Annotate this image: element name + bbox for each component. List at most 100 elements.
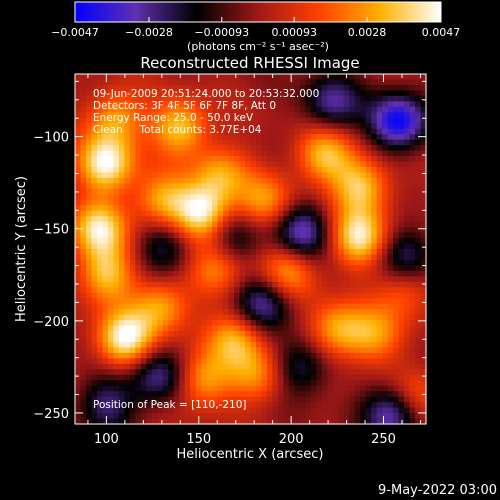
heatmap-cell: [190, 194, 197, 201]
heatmap-cell: [157, 413, 164, 420]
heatmap-cell: [376, 336, 383, 343]
heatmap-cell: [118, 358, 125, 365]
heatmap-cell: [217, 139, 224, 146]
heatmap-cell: [305, 254, 312, 261]
heatmap-cell: [234, 205, 241, 212]
heatmap-cell: [85, 374, 93, 381]
heatmap-cell: [140, 347, 147, 354]
y-axis-tick-label: −250: [33, 407, 69, 422]
heatmap-cell: [228, 276, 235, 283]
heatmap-cell: [294, 145, 301, 152]
heatmap-cell: [129, 238, 136, 245]
heatmap-cell: [365, 413, 372, 420]
heatmap-cell: [190, 210, 197, 217]
heatmap-cell: [310, 123, 317, 130]
heatmap-cell: [404, 265, 411, 272]
heatmap-cell: [277, 265, 284, 272]
heatmap-cell: [239, 249, 246, 256]
heatmap-cell: [354, 249, 361, 256]
heatmap-cell: [404, 101, 411, 108]
heatmap-cell: [228, 221, 235, 228]
heatmap-cell: [157, 331, 164, 338]
heatmap-cell: [91, 320, 98, 327]
heatmap-cell: [393, 238, 400, 245]
heatmap-cell: [338, 156, 345, 163]
heatmap-cell: [146, 177, 153, 184]
heatmap-cell: [168, 172, 175, 179]
heatmap-cell: [80, 396, 87, 403]
heatmap-cell: [332, 270, 339, 277]
heatmap-cell: [404, 341, 411, 349]
heatmap-cell: [179, 101, 186, 108]
heatmap-cell: [234, 385, 241, 392]
heatmap-cell: [239, 336, 246, 343]
heatmap-cell: [404, 391, 411, 398]
heatmap-cell: [75, 298, 82, 305]
heatmap-cell: [371, 161, 378, 168]
heatmap-cell: [129, 194, 136, 201]
heatmap-cell: [113, 418, 120, 425]
heatmap-cell: [316, 101, 323, 108]
heatmap-cell: [107, 265, 114, 272]
heatmap-cell: [212, 123, 219, 130]
heatmap-cell: [371, 363, 378, 370]
heatmap-cell: [343, 156, 350, 163]
heatmap-cell: [146, 156, 153, 163]
heatmap-cell: [184, 227, 191, 234]
heatmap-cell: [415, 265, 422, 272]
heatmap-cell: [157, 276, 164, 283]
heatmap-cell: [409, 205, 416, 212]
heatmap-cell: [409, 363, 416, 370]
heatmap-cell: [327, 95, 334, 102]
heatmap-cell: [382, 238, 389, 245]
heatmap-cell: [168, 309, 175, 316]
heatmap-cell: [124, 150, 131, 157]
heatmap-cell: [146, 161, 153, 168]
heatmap-cell: [173, 358, 180, 365]
heatmap-cell: [146, 396, 153, 403]
heatmap-cell: [223, 238, 230, 245]
heatmap-cell: [223, 90, 230, 97]
heatmap-cell: [272, 166, 279, 174]
heatmap-cell: [321, 287, 328, 294]
heatmap-cell: [75, 183, 82, 190]
heatmap-cell: [338, 172, 345, 179]
heatmap-cell: [85, 106, 93, 113]
heatmap-cell: [299, 95, 306, 102]
heatmap-cell: [173, 139, 180, 146]
heatmap-cell: [266, 79, 274, 86]
heatmap-cell: [288, 418, 295, 425]
heatmap-cell: [376, 259, 383, 267]
heatmap-cell: [321, 74, 328, 81]
heatmap-cell: [393, 369, 400, 376]
heatmap-cell: [195, 254, 202, 261]
heatmap-cell: [277, 117, 284, 124]
heatmap-cell: [102, 106, 109, 113]
heatmap-cell: [201, 221, 208, 228]
heatmap-cell: [376, 232, 383, 239]
heatmap-cell: [409, 238, 416, 245]
heatmap-cell: [124, 254, 131, 261]
heatmap-cell: [398, 363, 405, 370]
heatmap-cell: [113, 298, 120, 305]
heatmap-cell: [96, 134, 104, 141]
heatmap-cell: [173, 385, 180, 392]
heatmap-cell: [96, 303, 104, 310]
heatmap-cell: [195, 84, 202, 92]
heatmap-cell: [80, 84, 87, 92]
heatmap-cell: [316, 259, 323, 267]
heatmap-cell: [157, 101, 164, 108]
heatmap-cell: [201, 216, 208, 223]
heatmap-cell: [321, 221, 328, 228]
heatmap-cell: [299, 243, 306, 250]
colorbar-ticks: −0.0047 −0.0028 −0.00093 0.00093 0.0028 0.004…: [51, 17, 460, 39]
heatmap-cell: [354, 276, 361, 283]
heatmap-cell: [272, 188, 279, 195]
heatmap-cell: [277, 270, 284, 277]
heatmap-cell: [75, 363, 82, 370]
heatmap-cell: [173, 369, 180, 376]
heatmap-cell: [113, 194, 120, 201]
heatmap-cell: [420, 325, 427, 332]
heatmap-cell: [327, 418, 334, 425]
heatmap-cell: [398, 156, 405, 163]
